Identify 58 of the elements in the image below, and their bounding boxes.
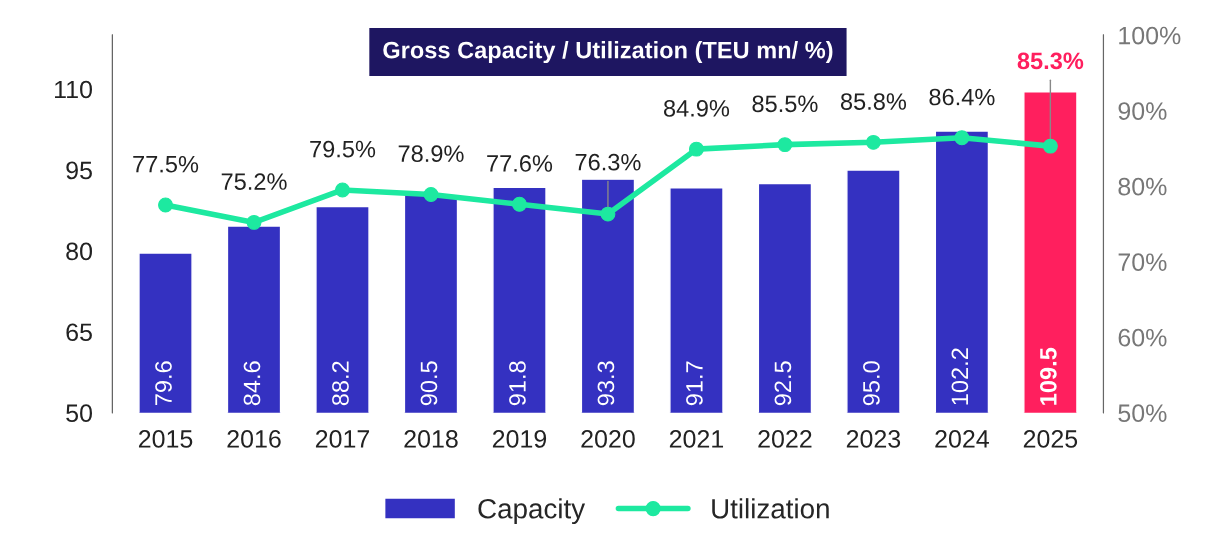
data-label: 78.9% bbox=[398, 145, 464, 163]
data-label: 75.2% bbox=[221, 173, 287, 190]
point bbox=[1042, 138, 1058, 154]
data-label: 91.8 bbox=[509, 361, 526, 406]
x-tick-label: 2020 bbox=[581, 430, 635, 448]
y2-tick-label: 60% bbox=[1118, 328, 1167, 347]
data-label: 85.3% bbox=[1017, 52, 1084, 70]
data-label: 84.9% bbox=[663, 99, 730, 117]
data-label: 84.6 bbox=[243, 361, 261, 406]
data-label: 109.5 bbox=[1039, 347, 1057, 405]
data-label: 85.8% bbox=[840, 93, 907, 110]
x-tick-label: 2024 bbox=[935, 430, 989, 448]
y2-tick-label: 80% bbox=[1118, 177, 1167, 196]
x-tick-label: 2015 bbox=[138, 430, 193, 448]
y-tick-label: 95 bbox=[66, 161, 92, 180]
y-tick-label: 80 bbox=[66, 242, 92, 261]
y2-tick-label: 100% bbox=[1119, 26, 1181, 45]
point bbox=[423, 186, 439, 202]
point bbox=[688, 141, 704, 157]
x-tick-label: 2022 bbox=[758, 430, 812, 448]
point bbox=[777, 137, 793, 153]
data-label: 85.5% bbox=[752, 95, 818, 113]
y-tick-label: 50 bbox=[66, 404, 92, 423]
x-tick-label: 2018 bbox=[404, 430, 458, 448]
x-tick-label: 2016 bbox=[227, 430, 281, 448]
point bbox=[158, 197, 173, 213]
legend-label: Capacity bbox=[478, 498, 586, 525]
x-tick-label: 2019 bbox=[492, 430, 547, 448]
data-label: 92.5 bbox=[774, 361, 792, 406]
data-label: 90.5 bbox=[420, 361, 438, 406]
point bbox=[865, 134, 881, 150]
y2-tick-label: 50% bbox=[1118, 404, 1167, 423]
y2-tick-label: 70% bbox=[1118, 253, 1167, 271]
x-tick-label: 2017 bbox=[315, 430, 370, 448]
point bbox=[512, 196, 527, 212]
data-label: 79.6 bbox=[155, 361, 172, 406]
x-tick-label: 2023 bbox=[846, 430, 901, 448]
x-tick-label: 2021 bbox=[669, 430, 724, 448]
point bbox=[246, 214, 262, 230]
y2-tick-label: 90% bbox=[1118, 102, 1167, 120]
data-label: 79.5% bbox=[310, 140, 376, 158]
data-label: 93.3 bbox=[597, 361, 615, 406]
y-tick-label: 65 bbox=[66, 323, 92, 342]
data-label: 77.6% bbox=[487, 155, 553, 172]
data-label: 102.2 bbox=[951, 348, 969, 405]
data-label: 86.4% bbox=[929, 88, 995, 106]
legend-label: Utilization bbox=[712, 498, 829, 519]
x-tick-label: 2025 bbox=[1023, 430, 1078, 448]
point bbox=[600, 206, 616, 222]
y-tick-label: 110 bbox=[55, 80, 93, 99]
data-label: 88.2 bbox=[332, 361, 349, 406]
chart-title: Gross Capacity / Utilization (TEU mn/ %) bbox=[383, 41, 833, 64]
data-label: 76.3% bbox=[575, 153, 641, 171]
point bbox=[335, 182, 350, 198]
data-label: 77.5% bbox=[133, 155, 199, 173]
point bbox=[954, 130, 970, 146]
data-label: 95.0 bbox=[863, 361, 880, 406]
data-label: 91.7 bbox=[686, 361, 703, 406]
